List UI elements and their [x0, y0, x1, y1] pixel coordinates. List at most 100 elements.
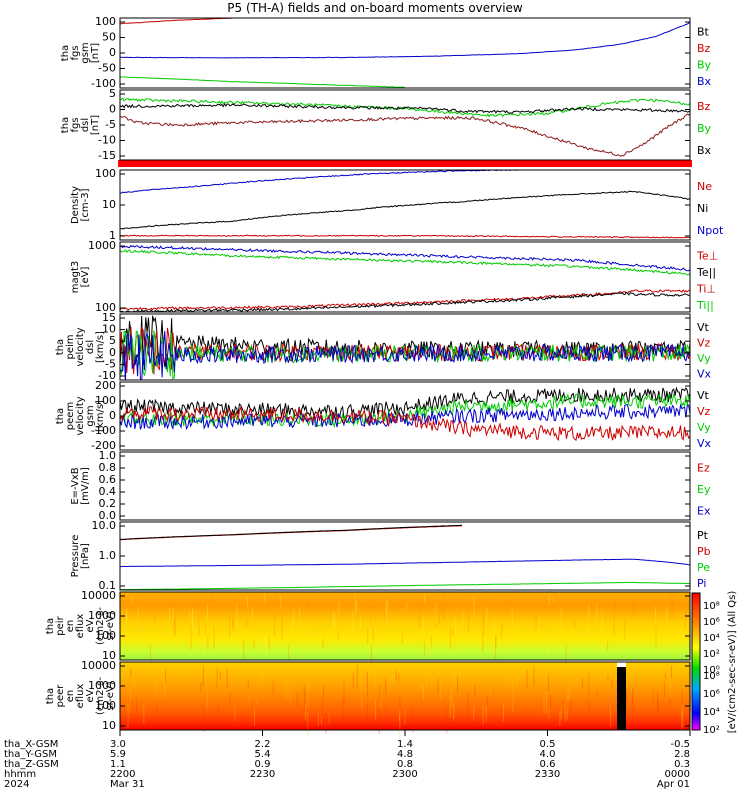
legend-Pi: Pi [697, 577, 706, 590]
spectrogram-texture [385, 598, 387, 624]
spectrogram-texture [360, 671, 362, 694]
spectrogram-texture [248, 693, 250, 703]
spectrogram-texture [140, 626, 142, 640]
x-tick-label: 0.3 [674, 759, 690, 770]
x-tick-label: Mar 31 [110, 779, 145, 790]
legend-Vt: Vt [697, 389, 710, 402]
spectrogram-texture [365, 685, 367, 694]
x-tick-label: 0.5 [540, 739, 556, 750]
spectrogram-texture [164, 678, 166, 699]
series-line-Npot [120, 170, 520, 194]
spectrogram-texture [281, 617, 283, 640]
spectrogram-texture [356, 599, 358, 614]
x-tick-label: 0.6 [540, 759, 556, 770]
y-axis-label: [nT] [90, 43, 101, 63]
panel-10: 10000 1000 100 10 tha peer en eflux eV (cm2-s-sr-… [45, 659, 691, 738]
spectrogram-texture [560, 705, 562, 720]
spectrogram-texture [323, 684, 325, 698]
spectrogram-texture [139, 625, 141, 635]
spectrogram-texture [334, 612, 336, 628]
legend-Ti||: Ti|| [696, 299, 714, 312]
spectrogram-texture [367, 628, 369, 645]
y-tick-label: 10 [102, 198, 116, 211]
y-tick-label: 100 [95, 699, 116, 712]
panel-2: 5 0 -5 -10 -15 tha fgs dsl [nT] Bz By Bx [60, 87, 712, 167]
spectrogram-texture [450, 625, 452, 649]
spectrogram-texture [454, 667, 456, 687]
spectrogram-texture [589, 674, 591, 690]
spectrogram-texture [546, 642, 548, 667]
spectrogram-texture [206, 604, 208, 620]
spectrogram-texture [253, 638, 255, 650]
spectrogram-texture [372, 626, 374, 642]
spectrogram-texture [462, 612, 464, 625]
spectrogram-texture [554, 628, 556, 645]
y-axis-label: en [65, 620, 76, 633]
series-line-Bx [120, 22, 690, 59]
spectrogram-texture [430, 643, 432, 669]
y-tick-label: 10 [102, 649, 116, 662]
x-tick-label: 0.9 [255, 759, 271, 770]
spectrogram-texture [634, 599, 636, 618]
series-line-Pb [120, 525, 463, 541]
spectrogram-texture [548, 594, 550, 605]
spectrogram-texture [633, 708, 635, 729]
y-tick-label: -5 [105, 357, 116, 370]
spectrogram-texture [625, 689, 627, 700]
legend-Bt: Bt [697, 25, 710, 38]
y-axis-label: Pressure [70, 535, 81, 578]
spectrogram-texture [453, 703, 455, 721]
spectrogram-texture [435, 613, 437, 628]
y-tick-label: 100 [95, 167, 116, 180]
spectrogram-texture [457, 676, 459, 694]
spectrogram-texture [548, 707, 550, 719]
spectrogram-texture [681, 714, 683, 731]
y-tick-label: 0.0 [99, 509, 117, 522]
legend-Pb: Pb [697, 545, 711, 558]
colorbar-tick: 10⁰ [703, 665, 720, 676]
y-axis-label: tha [60, 45, 71, 61]
y-tick-label: 10 [102, 719, 116, 732]
spectrogram-texture [370, 644, 372, 669]
spectrogram-texture [230, 642, 232, 668]
spectrogram-texture [438, 611, 440, 624]
spectrogram-texture [669, 697, 671, 705]
series-line-Vz [120, 326, 690, 375]
spectrogram-texture [207, 635, 209, 650]
spectrogram-texture [682, 706, 684, 728]
spectrogram-texture [588, 700, 590, 713]
y-axis-label: fgs [70, 45, 81, 60]
x-tick-label: 5.9 [110, 749, 126, 760]
spectrogram-texture [565, 645, 567, 666]
x-tick-label: 2330 [535, 769, 560, 780]
spectrogram-texture [474, 685, 476, 698]
panel-1: 100 50 0 -50 -100 tha fgs gsm [nT] Bt Bz By Bx [60, 15, 712, 90]
spectrogram-texture [247, 679, 249, 688]
spectrogram-texture [343, 680, 345, 705]
y-axis-label: sr-eV) [105, 611, 116, 640]
spectrogram-texture [400, 596, 402, 608]
x-row-label: hhmm [4, 769, 36, 780]
spectrogram-texture [360, 613, 362, 628]
spectrogram-texture [506, 593, 508, 610]
x-row-label: tha_Z-GSM [4, 759, 59, 770]
spectrogram-texture [262, 674, 264, 686]
colorbar-tick: 10⁴ [703, 707, 720, 718]
spectrogram-texture [607, 641, 609, 652]
spectrogram-texture [203, 707, 205, 733]
spectrogram-texture [325, 713, 327, 734]
series-line-Vt [120, 315, 690, 368]
spectrogram-texture [591, 713, 593, 732]
spectrogram-texture [195, 604, 197, 629]
x-tick-label: 2230 [250, 769, 275, 780]
spectrogram-texture [317, 713, 319, 727]
spectrogram-texture [511, 609, 513, 630]
spectrogram-texture [130, 667, 132, 678]
series-line-By [120, 97, 690, 118]
y-tick-label: 10000 [81, 659, 116, 672]
spectrogram-texture [226, 668, 228, 688]
spectrogram-texture [669, 627, 671, 652]
colorbar-tick: 10⁶ [703, 617, 720, 628]
spectrogram-texture [323, 663, 325, 671]
y-axis-label: magt3 [70, 261, 81, 294]
